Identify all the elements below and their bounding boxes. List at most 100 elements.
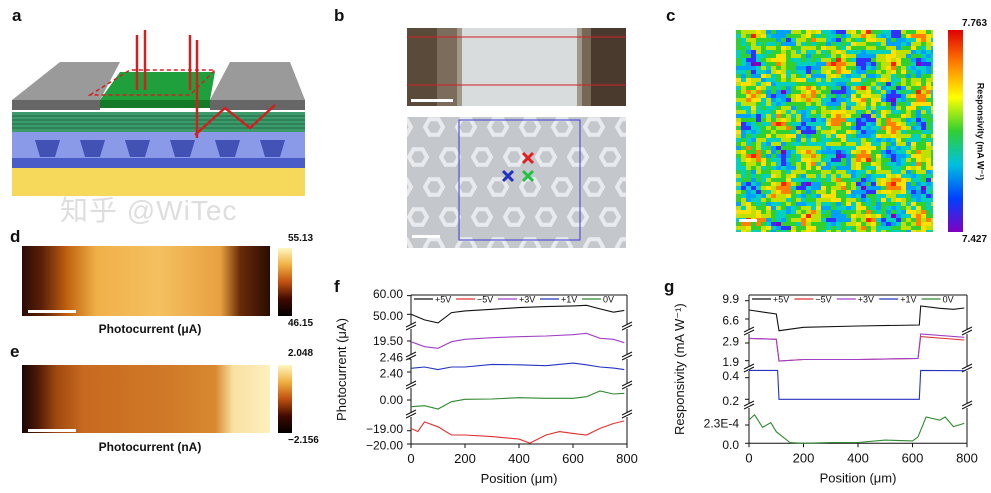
axis-break-mark	[961, 403, 973, 410]
panel-label-d: d	[10, 227, 21, 246]
series-line-plus3V	[748, 333, 965, 362]
scale-bar	[739, 219, 757, 222]
hex-feature	[582, 177, 606, 197]
hex-feature	[518, 117, 542, 137]
photocurrent-map-d	[22, 246, 270, 316]
legend-label: +5V	[435, 295, 451, 305]
colorbar-max: 2.048	[288, 348, 314, 359]
axis-break-mark	[621, 380, 633, 387]
hex-feature	[486, 177, 510, 197]
x-tick-label: 600	[562, 451, 584, 466]
x-tick-label: 800	[616, 451, 638, 466]
hex-feature	[518, 237, 542, 248]
hex-feature	[454, 237, 478, 248]
hex-feature	[407, 147, 430, 167]
axis-break-mark	[405, 321, 417, 328]
colorbar-max: 7.763	[962, 18, 988, 29]
hex-feature	[422, 237, 446, 248]
axis-break-mark	[961, 326, 973, 333]
x-tick-label: 200	[454, 451, 476, 466]
hex-feature	[454, 177, 478, 197]
y-tick-label: 0.2	[722, 394, 739, 408]
x-axis-label: Position (μm)	[481, 471, 558, 486]
hex-feature	[566, 207, 590, 227]
series-line-plus5V	[410, 304, 625, 324]
hex-feature	[566, 147, 590, 167]
axes	[743, 294, 973, 448]
hex-feature	[598, 207, 622, 227]
scale-bar	[411, 99, 453, 102]
legend-label: +1V	[900, 295, 916, 305]
y-tick-label: 0.00	[380, 393, 404, 407]
axis-break-mark	[405, 324, 417, 331]
scale-bar	[28, 310, 76, 313]
hex-feature	[582, 117, 606, 137]
series-line-0V	[748, 413, 965, 444]
colorbar-min: 46.15	[288, 318, 314, 329]
axes	[405, 294, 633, 448]
legend-label: −5V	[815, 295, 831, 305]
axis-break-mark	[621, 321, 633, 328]
y-axis-label: Photocurrent (μA)	[334, 318, 349, 421]
device-schematic	[12, 30, 305, 196]
y-tick-label: 0.0	[722, 438, 739, 452]
hex-feature	[550, 237, 574, 248]
y-tick-label: 50.00	[373, 309, 403, 323]
hex-feature	[470, 207, 494, 227]
hex-feature	[550, 117, 574, 137]
y-axis-label: Responsivity (mA W⁻¹)	[672, 303, 687, 435]
hex-feature	[407, 207, 430, 227]
legend-label: +3V	[519, 295, 535, 305]
series-line-plus5V	[748, 305, 965, 332]
y-tick-label: 60.00	[373, 287, 403, 301]
responsivity-map	[736, 30, 933, 232]
axis-break-mark	[621, 324, 633, 331]
axis-break-mark	[405, 351, 417, 358]
x-tick-label: 400	[508, 451, 530, 466]
colorbar-d	[278, 248, 292, 316]
colorbar-max: 55.13	[288, 233, 314, 244]
series-line-plus3V	[410, 332, 625, 349]
axis-break-mark	[405, 412, 417, 419]
hex-feature	[470, 147, 494, 167]
watermark: 知乎 @WiTec	[60, 195, 238, 226]
axis-break-mark	[961, 400, 973, 407]
scale-bar	[412, 235, 440, 238]
hex-feature	[422, 117, 446, 137]
axis-break-mark	[961, 363, 973, 370]
hex-feature	[614, 237, 626, 248]
chart-f: 0 200 400 600 800 60.00 50.00 19.50 2.46 2.40 0.00…	[334, 287, 638, 486]
y-tick-label: 1.9	[722, 355, 739, 369]
chart-g: 0 200 400 600 800 9.9 6.6 2.9 1.90.4 0.2 2.3E-4 0.0…	[672, 292, 978, 485]
legend-label: +5V	[773, 295, 789, 305]
axis-break-mark	[405, 409, 417, 416]
y-tick-label: 2.40	[380, 367, 404, 381]
panel-label-e: e	[10, 342, 20, 361]
x-tick-label: 0	[745, 450, 752, 465]
panel-label-c: c	[666, 6, 676, 25]
y-tick-label: 19.50	[373, 334, 403, 348]
axis-break-mark	[621, 354, 633, 361]
photocurrent-map-e	[22, 365, 270, 433]
legend-label: 0V	[943, 295, 954, 305]
y-tick-label: 2.3E-4	[704, 417, 740, 431]
pattern-image	[407, 117, 626, 248]
y-tick-label: 0.4	[722, 369, 739, 383]
y-tick-label: 2.9	[722, 335, 739, 349]
y-tick-label: 2.46	[380, 350, 404, 364]
y-tick-label: 6.6	[722, 314, 739, 328]
axis-break-mark	[743, 363, 755, 370]
hex-feature	[486, 237, 510, 248]
hex-feature	[438, 207, 462, 227]
hex-feature	[582, 237, 606, 248]
hex-feature	[422, 177, 446, 197]
hex-feature	[438, 147, 462, 167]
hex-feature	[598, 147, 622, 167]
axis-break-mark	[621, 409, 633, 416]
x-axis-label: Position (μm)	[820, 470, 897, 485]
legend-label: 0V	[603, 295, 614, 305]
y-tick-label: 9.9	[722, 292, 739, 306]
hex-feature	[614, 177, 626, 197]
hex-feature	[502, 207, 526, 227]
